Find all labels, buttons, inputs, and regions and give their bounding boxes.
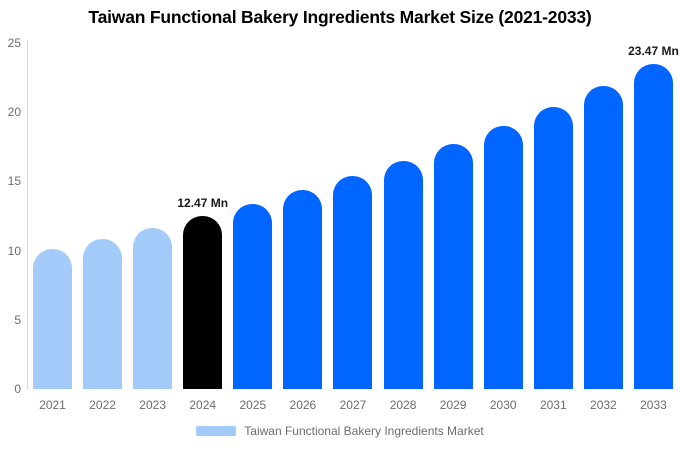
bar-2024[interactable]: [183, 216, 223, 389]
bar-2027[interactable]: [333, 176, 373, 389]
x-axis-label: 2029: [439, 398, 467, 412]
value-label-2024: 12.47 Mn: [177, 196, 229, 211]
x-axis-label: 2027: [339, 398, 367, 412]
bar-2029[interactable]: [433, 143, 473, 389]
bar-2025[interactable]: [233, 203, 273, 389]
bar-2031[interactable]: [533, 106, 573, 389]
x-axis-label: 2030: [489, 398, 517, 412]
x-axis-label: 2033: [640, 398, 667, 412]
x-axis-label: 2026: [289, 398, 317, 412]
bar-2026[interactable]: [283, 190, 323, 389]
x-axis-label: 2024: [189, 398, 217, 412]
value-label-2033: 23.47 Mn: [628, 44, 679, 59]
bar-2023[interactable]: [133, 228, 173, 389]
x-axis-label: 2032: [590, 398, 617, 412]
y-axis-tick-label: 15: [7, 174, 21, 189]
bar-2033[interactable]: [633, 64, 673, 389]
x-axis-label: 2023: [139, 398, 166, 412]
bar-2022[interactable]: [83, 239, 123, 389]
y-axis-tick-label: 10: [7, 243, 21, 258]
y-axis-line: [27, 40, 28, 389]
legend-item[interactable]: Taiwan Functional Bakery Ingredients Mar…: [0, 424, 680, 438]
y-axis-tick-label: 0: [14, 382, 21, 396]
x-axis-label: 2031: [539, 398, 567, 412]
legend-label: Taiwan Functional Bakery Ingredients Mar…: [244, 424, 484, 438]
y-axis-tick-label: 20: [7, 105, 21, 120]
x-axis-label: 2022: [89, 398, 116, 412]
x-axis-label: 2028: [389, 398, 417, 412]
chart-title: Taiwan Functional Bakery Ingredients Mar…: [88, 7, 592, 27]
x-axis-label: 2025: [239, 398, 267, 412]
bar-2032[interactable]: [583, 86, 623, 389]
bar-2030[interactable]: [483, 126, 523, 389]
legend-swatch: [196, 426, 237, 436]
y-axis-tick-label: 25: [7, 36, 21, 50]
x-axis-label: 2021: [39, 398, 66, 412]
bar-2021[interactable]: [33, 249, 72, 389]
y-axis-tick-label: 5: [14, 312, 21, 327]
bar-2028[interactable]: [383, 160, 423, 389]
